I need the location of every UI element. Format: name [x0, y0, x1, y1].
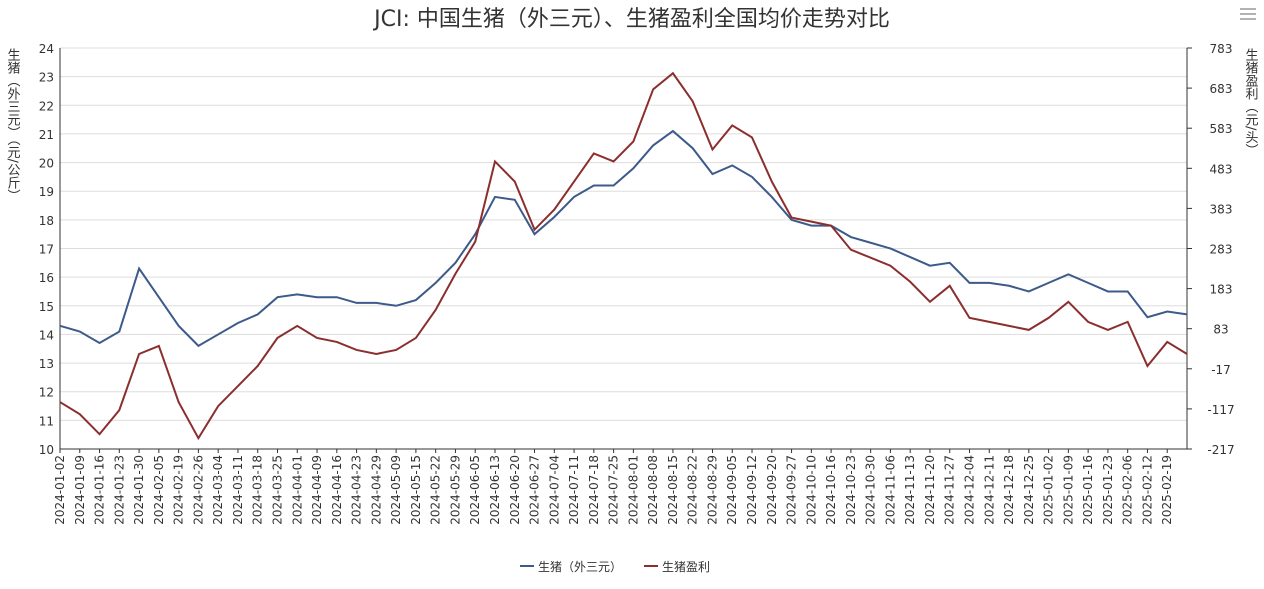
- y-tick-label: 24: [39, 42, 54, 56]
- y2-axis-title: 生猪盈利（元/头）: [1243, 48, 1259, 156]
- x-tick-label: 2024-04-29: [369, 455, 383, 525]
- x-tick-label: 2024-08-08: [646, 455, 660, 525]
- x-tick-label: 2024-07-04: [547, 455, 561, 525]
- y-tick-label: 17: [39, 243, 54, 257]
- x-tick-label: 2025-02-12: [1140, 455, 1154, 525]
- legend-label: 生猪（外三元）: [538, 560, 622, 574]
- x-tick-label: 2024-11-20: [923, 455, 937, 525]
- x-tick-label: 2024-10-16: [824, 455, 838, 525]
- x-tick-label: 2024-12-18: [1002, 455, 1016, 525]
- y-tick-label: 22: [39, 99, 54, 113]
- x-tick-label: 2024-05-15: [409, 455, 423, 525]
- x-tick-label: 2024-03-25: [270, 455, 284, 525]
- y-tick-label: 18: [39, 214, 54, 228]
- series-line: [59, 71, 1188, 441]
- x-tick-label: 2024-05-29: [448, 455, 462, 525]
- y-tick-label: 19: [39, 185, 54, 199]
- x-tick-label: 2024-08-01: [626, 455, 640, 525]
- x-tick-label: 2024-03-04: [211, 455, 225, 525]
- x-tick-label: 2024-08-29: [705, 455, 719, 525]
- x-tick-label: 2024-02-26: [191, 455, 205, 525]
- x-tick-label: 2024-08-22: [686, 455, 700, 525]
- menu-icon[interactable]: [1240, 8, 1256, 20]
- y-tick-label: 13: [39, 357, 54, 371]
- x-tick-label: 2024-04-09: [310, 455, 324, 525]
- y2-tick-label: 183: [1210, 283, 1233, 297]
- y2-tick-label: 583: [1210, 122, 1233, 136]
- x-tick-label: 2024-03-18: [251, 455, 265, 525]
- x-tick-label: 2024-04-16: [330, 455, 344, 525]
- x-tick-label: 2024-10-30: [864, 455, 878, 525]
- x-tick-label: 2024-01-02: [53, 455, 67, 525]
- x-tick-label: 2024-02-05: [152, 455, 166, 525]
- x-tick-label: 2024-04-01: [290, 455, 304, 525]
- x-tick-label: 2025-01-09: [1061, 455, 1075, 525]
- y2-tick-label: 383: [1210, 202, 1233, 216]
- x-tick-label: 2024-11-27: [943, 455, 957, 525]
- x-tick-label: 2025-01-23: [1101, 455, 1115, 525]
- x-tick-label: 2024-12-04: [963, 455, 977, 525]
- x-tick-label: 2024-12-11: [982, 455, 996, 525]
- y2-tick-label: 483: [1210, 162, 1233, 176]
- x-tick-label: 2025-01-02: [1042, 455, 1056, 525]
- x-tick-label: 2025-01-16: [1081, 455, 1095, 525]
- x-tick-label: 2024-01-30: [132, 455, 146, 525]
- x-tick-label: 2024-06-27: [528, 455, 542, 525]
- x-tick-label: 2024-07-11: [567, 455, 581, 525]
- y-tick-label: 12: [39, 386, 54, 400]
- series-line: [59, 129, 1188, 348]
- y-tick-label: 11: [39, 414, 54, 428]
- y-tick-label: 16: [39, 271, 54, 285]
- x-tick-label: 2024-04-23: [350, 455, 364, 525]
- x-tick-label: 2024-08-15: [666, 455, 680, 525]
- x-tick-label: 2024-01-16: [93, 455, 107, 525]
- x-tick-label: 2024-06-20: [508, 455, 522, 525]
- y2-tick-label: 783: [1210, 42, 1233, 56]
- x-tick-label: 2024-11-06: [883, 455, 897, 525]
- y2-tick-label: 683: [1210, 82, 1233, 96]
- y-axis-title: 生猪（外三元）（元/公斤）: [5, 48, 21, 202]
- x-tick-label: 2024-11-13: [903, 455, 917, 525]
- x-tick-label: 2024-02-19: [172, 455, 186, 525]
- y2-tick-label: 83: [1213, 323, 1228, 337]
- x-tick-label: 2024-09-05: [725, 455, 739, 525]
- x-tick-label: 2024-07-18: [587, 455, 601, 525]
- y-tick-label: 14: [39, 328, 54, 342]
- x-tick-label: 2024-07-25: [607, 455, 621, 525]
- x-tick-label: 2024-03-11: [231, 455, 245, 525]
- legend-label: 生猪盈利: [662, 560, 710, 574]
- x-tick-label: 2024-05-22: [429, 455, 443, 525]
- x-tick-label: 2024-10-23: [844, 455, 858, 525]
- x-tick-label: 2025-02-06: [1121, 455, 1135, 525]
- x-tick-label: 2024-09-27: [785, 455, 799, 525]
- y2-tick-label: -217: [1207, 443, 1234, 457]
- x-tick-label: 2024-09-12: [745, 455, 759, 525]
- y-tick-label: 21: [39, 128, 54, 142]
- x-tick-label: 2024-06-05: [468, 455, 482, 525]
- y2-tick-label: -17: [1211, 363, 1231, 377]
- chart-title: JCI: 中国生猪（外三元）、生猪盈利全国均价走势对比: [372, 7, 890, 32]
- y2-tick-label: 283: [1210, 243, 1233, 257]
- y-tick-label: 15: [39, 300, 54, 314]
- x-tick-label: 2024-05-09: [389, 455, 403, 525]
- x-tick-label: 2024-12-25: [1022, 455, 1036, 525]
- x-tick-label: 2024-01-23: [112, 455, 126, 525]
- x-tick-label: 2024-01-09: [73, 455, 87, 525]
- y-tick-label: 23: [39, 71, 54, 85]
- x-tick-label: 2024-10-10: [804, 455, 818, 525]
- x-tick-label: 2024-06-13: [488, 455, 502, 525]
- x-tick-label: 2025-02-19: [1160, 455, 1174, 525]
- x-tick-label: 2024-09-20: [765, 455, 779, 525]
- y2-tick-label: -117: [1207, 403, 1234, 417]
- y-tick-label: 10: [39, 443, 54, 457]
- y-tick-label: 20: [39, 157, 54, 171]
